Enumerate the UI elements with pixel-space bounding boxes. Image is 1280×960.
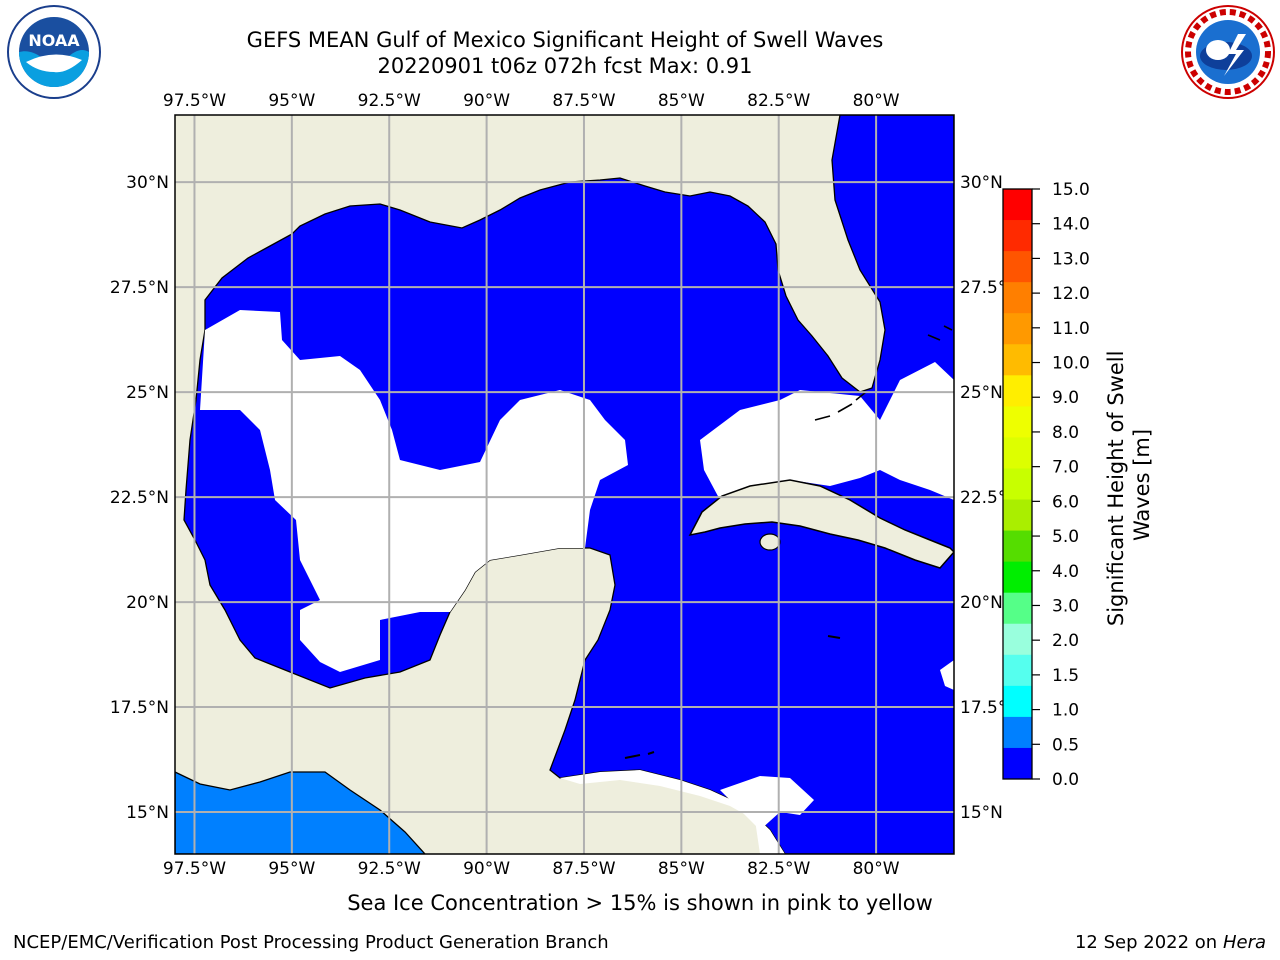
colorbar-segment — [1003, 623, 1032, 656]
colorbar-tick-label: 15.0 — [1052, 180, 1090, 200]
colorbar-segment — [1003, 499, 1032, 532]
colorbar-tick-label: 14.0 — [1052, 215, 1090, 235]
latitude-label: 30°N — [126, 173, 169, 193]
colorbar-segment — [1003, 282, 1032, 314]
latitude-label: 20°N — [960, 593, 1003, 613]
latitude-labels-left: 30°N 27.5°N 25°N 22.5°N 20°N 17.5°N 15°N — [110, 173, 169, 823]
colorbar-segment — [1003, 251, 1032, 283]
colorbar-tick-label: 11.0 — [1052, 319, 1090, 339]
colorbar-segment — [1003, 189, 1032, 221]
colorbar-segment — [1003, 716, 1032, 749]
sea-ice-caption: Sea Ice Concentration > 15% is shown in … — [347, 891, 933, 915]
no-data-patch — [940, 660, 954, 690]
latitude-label: 25°N — [960, 383, 1003, 403]
noaa-logo-icon: NOAA — [7, 5, 101, 99]
longitude-labels-top: 97.5°W 95°W 92.5°W 90°W 87.5°W 85°W 82.5°W 80°W — [163, 91, 900, 111]
colorbar-segment — [1003, 561, 1032, 594]
machine-name: Hera — [1222, 932, 1266, 953]
map-gridlines — [175, 115, 954, 854]
longitude-label: 95°W — [268, 859, 315, 879]
florida-keys — [814, 391, 867, 421]
colorbar-segment — [1003, 220, 1032, 252]
longitude-label: 92.5°W — [358, 91, 421, 111]
no-data-patch — [700, 362, 954, 500]
longitude-label: 92.5°W — [358, 859, 421, 879]
colorbar-label: Significant Height of Swell Waves [m] — [1104, 344, 1154, 626]
map-frame — [174, 114, 955, 855]
longitude-label: 85°W — [658, 91, 705, 111]
small-island — [624, 751, 655, 759]
cuba-landmass — [688, 479, 954, 569]
latitude-label: 20°N — [126, 593, 169, 613]
latitude-label: 25°N — [126, 383, 169, 403]
colorbar-segment — [1003, 592, 1032, 625]
colorbar-tick-label: 1.0 — [1052, 701, 1079, 721]
longitude-label: 95°W — [268, 91, 315, 111]
colorbar-segment — [1003, 313, 1032, 345]
latitude-label: 22.5°N — [110, 488, 169, 508]
national-weather-service-logo-icon — [1181, 5, 1275, 99]
longitude-label: 80°W — [853, 91, 900, 111]
colorbar-tick-label: 9.0 — [1052, 388, 1079, 408]
chart-title: GEFS MEAN Gulf of Mexico Significant Hei… — [246, 28, 884, 52]
longitude-label: 87.5°W — [552, 859, 615, 879]
latitude-label: 15°N — [126, 803, 169, 823]
longitude-label: 90°W — [463, 91, 510, 111]
longitude-label: 97.5°W — [163, 859, 226, 879]
longitude-label: 97.5°W — [163, 91, 226, 111]
colorbar-tick-label: 0.5 — [1052, 735, 1079, 755]
colorbar-frame — [1002, 188, 1033, 780]
colorbar-ticks: 15.0 14.0 13.0 12.0 11.0 10.0 9.0 8.0 7.0 6.0 5.0 4… — [1032, 180, 1090, 790]
credit-line: NCEP/EMC/Verification Post Processing Pr… — [13, 932, 609, 953]
longitude-labels-bottom: 97.5°W 95°W 92.5°W 90°W 87.5°W 85°W 82.5°W 80°W — [163, 859, 900, 879]
latitude-label: 15°N — [960, 803, 1003, 823]
colorbar-segment — [1003, 747, 1032, 780]
no-data-patch — [560, 770, 785, 854]
date-note: 12 Sep 2022 on Hera — [1075, 932, 1266, 953]
latitude-label: 30°N — [960, 173, 1003, 193]
date-text: 12 Sep 2022 on — [1074, 932, 1218, 953]
colorbar-tick-label: 6.0 — [1052, 492, 1079, 512]
colorbar-segment — [1003, 344, 1032, 376]
latitude-label: 27.5°N — [110, 278, 169, 298]
colorbar-segment — [1003, 406, 1032, 438]
colorbar-tick-label: 5.0 — [1052, 527, 1079, 547]
longitude-label: 87.5°W — [552, 91, 615, 111]
no-data-regions — [200, 310, 954, 854]
colorbar-tick-label: 4.0 — [1052, 562, 1079, 582]
small-island — [927, 325, 953, 341]
longitude-label: 85°W — [658, 859, 705, 879]
colorbar-segment — [1003, 437, 1032, 469]
small-island — [827, 635, 841, 639]
no-data-patch — [200, 310, 628, 672]
longitude-label: 90°W — [463, 859, 510, 879]
colorbar-segment — [1003, 468, 1032, 501]
colorbar-segment — [1003, 530, 1032, 563]
map-plot-area — [175, 115, 954, 854]
chart-subtitle: 20220901 t06z 072h fcst Max: 0.91 — [377, 54, 753, 78]
colorbar-tick-label: 0.0 — [1052, 770, 1079, 790]
longitude-label: 80°W — [853, 859, 900, 879]
colorbar-tick-label: 8.0 — [1052, 423, 1079, 443]
colorbar-segment — [1003, 685, 1032, 718]
colorbar-segment — [1003, 654, 1032, 687]
latitude-label: 17.5°N — [110, 698, 169, 718]
isle-of-youth — [759, 533, 781, 551]
colorbar — [1003, 189, 1032, 780]
colorbar-tick-label: 7.0 — [1052, 458, 1079, 478]
longitude-label: 82.5°W — [747, 859, 810, 879]
colorbar-tick-label: 13.0 — [1052, 249, 1090, 269]
colorbar-segment — [1003, 375, 1032, 407]
no-data-patch — [720, 776, 814, 830]
noaa-logo-text: NOAA — [28, 31, 80, 50]
longitude-label: 82.5°W — [747, 91, 810, 111]
colorbar-tick-label: 10.0 — [1052, 354, 1090, 374]
colorbar-tick-label: 3.0 — [1052, 596, 1079, 616]
colorbar-tick-label: 12.0 — [1052, 284, 1090, 304]
colorbar-tick-label: 2.0 — [1052, 631, 1079, 651]
colorbar-tick-label: 1.5 — [1052, 666, 1079, 686]
